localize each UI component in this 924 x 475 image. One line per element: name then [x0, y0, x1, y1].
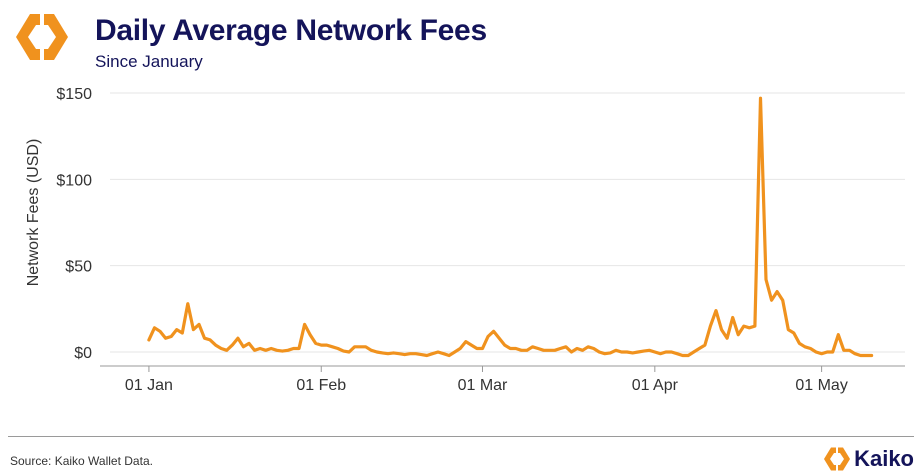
y-tick-label: $150 — [56, 86, 92, 103]
x-tick-label: 01 May — [795, 377, 847, 394]
kaiko-diamond-icon — [16, 14, 68, 60]
line-chart: $0 $50 $100 $150 01 Jan 01 Feb 01 Mar 01 Apr 01 … — [25, 86, 905, 394]
chart-subtitle: Since January — [95, 52, 203, 71]
y-axis-label: Network Fees (USD) — [25, 139, 42, 287]
source-note: Source: Kaiko Wallet Data. — [10, 454, 153, 468]
x-tick-label: 01 Feb — [296, 377, 346, 394]
x-tick-label: 01 Jan — [125, 377, 173, 394]
y-tick-label: $50 — [65, 259, 92, 276]
x-tick-label: 01 Apr — [632, 377, 679, 394]
kaiko-diamond-small-icon — [824, 447, 851, 471]
chart-title: Daily Average Network Fees — [95, 14, 487, 47]
y-tick-label: $100 — [56, 172, 92, 189]
brand-logo: Kaiko — [824, 446, 914, 472]
y-tick-label: $0 — [74, 345, 92, 362]
chart-header: Daily Average Network Fees Since January — [8, 8, 908, 71]
x-tick-label: 01 Mar — [458, 377, 508, 394]
footer-divider — [8, 436, 914, 437]
brand-name: Kaiko — [854, 446, 914, 471]
series-line — [147, 96, 874, 358]
